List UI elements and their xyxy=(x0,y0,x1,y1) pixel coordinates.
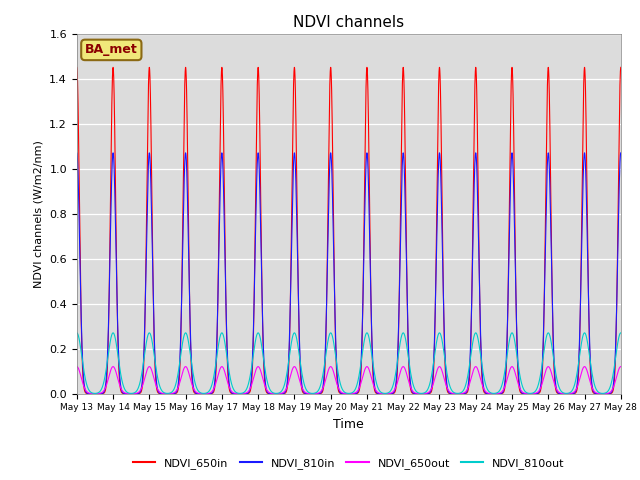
Text: BA_met: BA_met xyxy=(85,43,138,56)
Line: NDVI_650out: NDVI_650out xyxy=(77,367,621,394)
NDVI_650in xyxy=(273,391,280,396)
NDVI_810out xyxy=(73,330,81,336)
NDVI_810out xyxy=(582,331,589,337)
NDVI_810in xyxy=(617,150,625,156)
NDVI_650out xyxy=(273,391,280,396)
NDVI_810out xyxy=(463,380,470,385)
NDVI_650out xyxy=(73,364,81,370)
NDVI_810in xyxy=(73,150,81,156)
NDVI_650in xyxy=(73,64,81,70)
Y-axis label: NDVI channels (W/m2/nm): NDVI channels (W/m2/nm) xyxy=(34,140,44,288)
NDVI_650in xyxy=(617,64,625,70)
NDVI_650out xyxy=(209,388,216,394)
NDVI_810in xyxy=(273,391,280,396)
NDVI_650in xyxy=(422,391,430,396)
NDVI_810in xyxy=(330,272,338,278)
NDVI_810in xyxy=(422,391,430,396)
NDVI_810in xyxy=(402,231,410,237)
Legend: NDVI_650in, NDVI_810in, NDVI_650out, NDVI_810out: NDVI_650in, NDVI_810in, NDVI_650out, NDV… xyxy=(129,453,569,473)
NDVI_650out xyxy=(463,388,470,394)
Line: NDVI_810in: NDVI_810in xyxy=(77,153,621,394)
NDVI_650in xyxy=(330,262,338,267)
NDVI_650out xyxy=(422,391,430,396)
NDVI_810out xyxy=(209,380,216,386)
NDVI_650in xyxy=(209,390,216,396)
NDVI_650in xyxy=(402,200,410,205)
NDVI_650out xyxy=(582,364,589,370)
NDVI_810in xyxy=(463,389,470,395)
NDVI_810out xyxy=(422,389,430,395)
NDVI_650in xyxy=(582,91,589,96)
NDVI_810in xyxy=(582,165,589,171)
NDVI_810out xyxy=(402,337,410,343)
Line: NDVI_650in: NDVI_650in xyxy=(77,67,621,394)
NDVI_810in xyxy=(209,390,216,396)
NDVI_650in xyxy=(463,390,470,396)
NDVI_810out xyxy=(617,330,625,336)
Title: NDVI channels: NDVI channels xyxy=(293,15,404,30)
Line: NDVI_810out: NDVI_810out xyxy=(77,333,621,394)
X-axis label: Time: Time xyxy=(333,418,364,431)
NDVI_650out xyxy=(402,368,410,374)
NDVI_810out xyxy=(330,343,338,348)
NDVI_650out xyxy=(617,364,625,370)
NDVI_810out xyxy=(273,391,280,396)
NDVI_650out xyxy=(330,371,338,377)
